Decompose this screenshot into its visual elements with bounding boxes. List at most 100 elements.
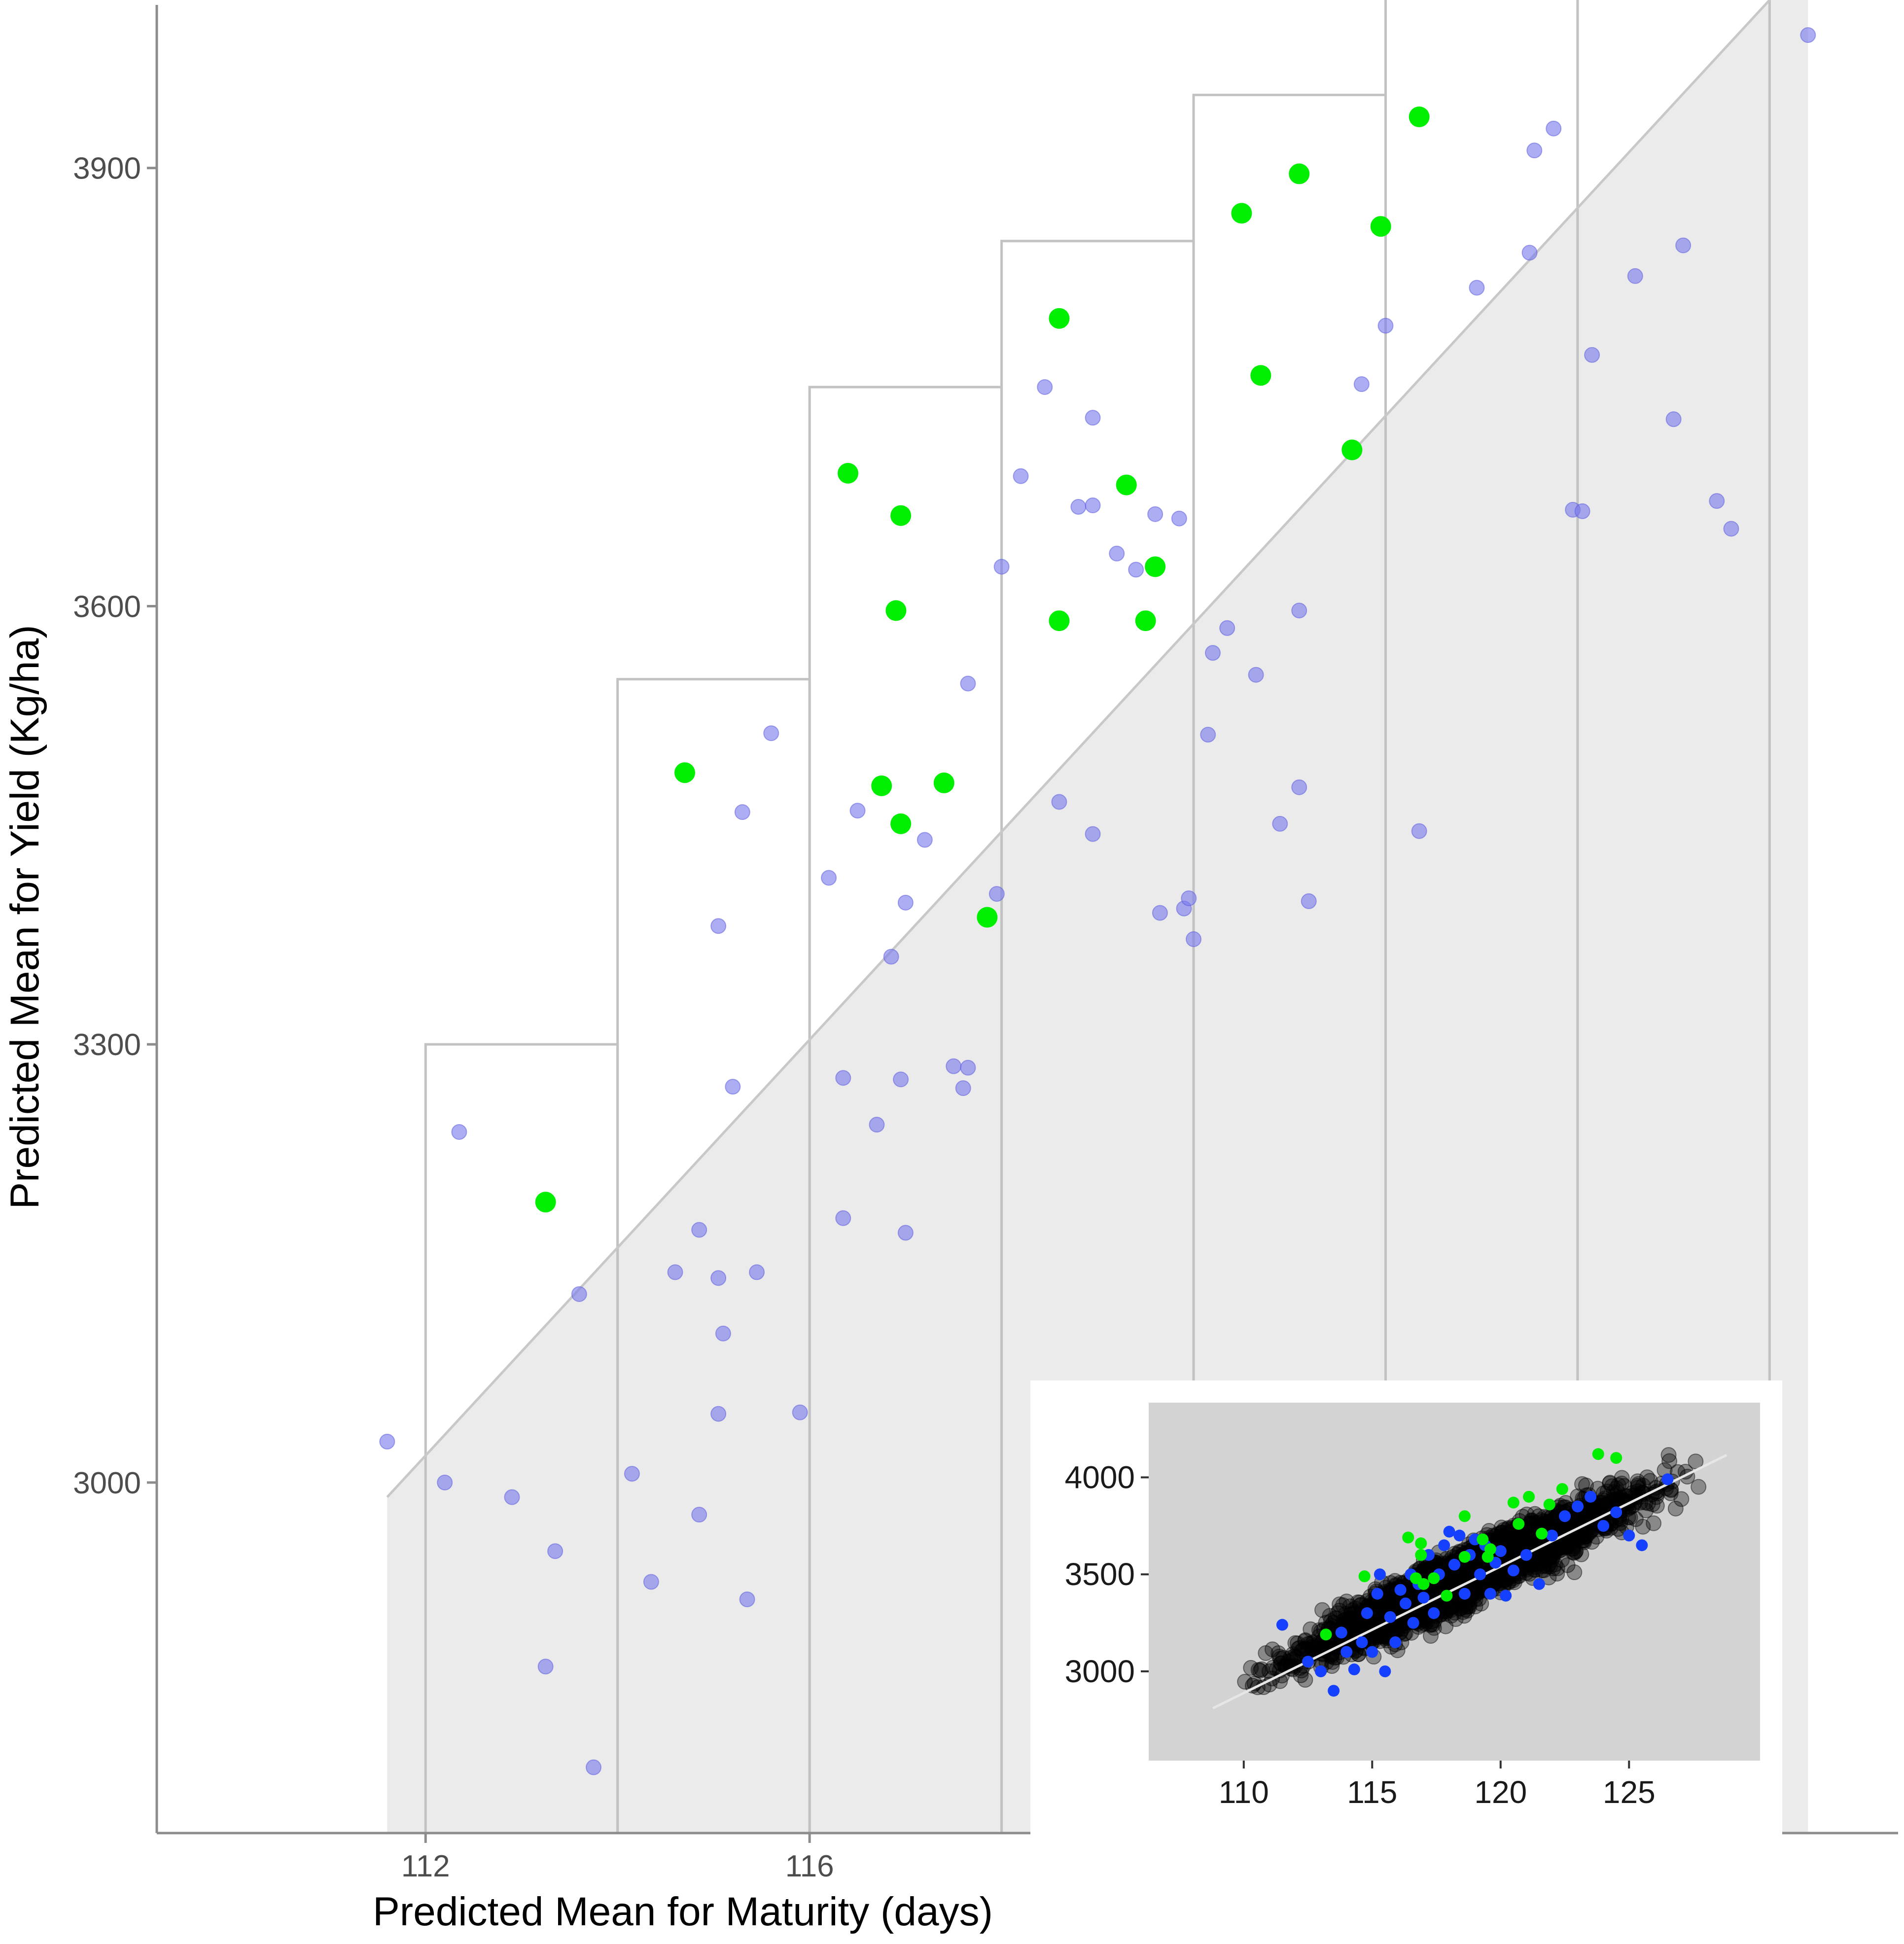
- cloud-point: [1467, 1598, 1483, 1615]
- cloud-point: [1642, 1473, 1658, 1489]
- cloud-point: [1325, 1615, 1341, 1631]
- cloud-point: [1545, 1549, 1561, 1565]
- cloud-point: [1519, 1524, 1536, 1540]
- inset-point-green: [1358, 1570, 1371, 1583]
- cloud-point: [1271, 1648, 1287, 1664]
- inset-point-green: [1556, 1483, 1568, 1495]
- cloud-point: [1275, 1650, 1292, 1666]
- inset-point-blue: [1356, 1636, 1368, 1648]
- cloud-point: [1452, 1600, 1469, 1617]
- inset-point-green: [1610, 1452, 1622, 1464]
- cloud-point: [1326, 1650, 1342, 1666]
- inset-point-green: [1417, 1578, 1430, 1590]
- cloud-point: [1287, 1635, 1304, 1651]
- cloud-point: [1493, 1524, 1510, 1541]
- inset-point-blue: [1366, 1646, 1378, 1658]
- point-blue: [624, 1466, 640, 1482]
- point-blue: [1291, 779, 1307, 795]
- cloud-point: [1349, 1618, 1366, 1634]
- point-blue: [849, 803, 866, 819]
- inset-point-blue: [1407, 1617, 1419, 1629]
- cloud-point: [1518, 1532, 1535, 1548]
- cloud-point: [1518, 1565, 1534, 1581]
- cloud-point: [1484, 1575, 1501, 1591]
- cloud-point: [1490, 1568, 1506, 1585]
- y-tick-label: 3300: [73, 1028, 141, 1062]
- cloud-point: [1346, 1616, 1363, 1632]
- cloud-point: [1450, 1569, 1467, 1586]
- inset-point-green: [1477, 1533, 1489, 1546]
- cloud-point: [1444, 1570, 1460, 1587]
- inset-x-tick-label: 125: [1603, 1774, 1656, 1810]
- cloud-point: [1495, 1529, 1511, 1546]
- cloud-point: [1662, 1485, 1679, 1501]
- cloud-point: [1565, 1545, 1581, 1561]
- cloud-point: [1376, 1595, 1393, 1611]
- point-blue: [379, 1434, 395, 1450]
- point-green: [871, 775, 892, 796]
- inset-point-blue: [1361, 1607, 1373, 1619]
- cloud-point: [1446, 1570, 1462, 1587]
- cloud-point: [1629, 1478, 1646, 1494]
- cloud-point: [1342, 1598, 1358, 1615]
- cloud-point: [1522, 1534, 1539, 1550]
- regression-line-segment: [386, 0, 1771, 1498]
- cloud-point: [1635, 1519, 1651, 1535]
- point-blue: [946, 1058, 962, 1074]
- cloud-point: [1545, 1560, 1561, 1577]
- point-green: [1049, 610, 1070, 632]
- point-blue: [1574, 503, 1590, 519]
- cloud-point: [1390, 1621, 1406, 1637]
- cloud-point: [1297, 1640, 1313, 1657]
- inset-chart: 110 115 120 125 3000 3500 4000: [1030, 1380, 1782, 1942]
- x-tick-label: 116: [785, 1849, 834, 1883]
- point-green: [885, 600, 907, 621]
- cloud-point: [1565, 1541, 1582, 1557]
- cloud-point: [1576, 1529, 1592, 1545]
- cloud-point: [1667, 1500, 1684, 1517]
- cloud-point: [1452, 1568, 1469, 1585]
- cloud-point: [1559, 1539, 1576, 1555]
- cloud-point: [1341, 1611, 1358, 1627]
- point-blue: [710, 1270, 727, 1286]
- cloud-point: [1566, 1564, 1583, 1581]
- cloud-point: [1510, 1532, 1526, 1548]
- cloud-point: [1533, 1512, 1549, 1528]
- cloud-point: [1542, 1558, 1558, 1575]
- cloud-point: [1456, 1565, 1473, 1581]
- point-blue: [1085, 826, 1101, 842]
- point-blue: [571, 1286, 587, 1302]
- cloud-point: [1595, 1485, 1612, 1501]
- cloud-point: [1538, 1549, 1554, 1565]
- point-green: [1231, 203, 1252, 224]
- cloud-point: [1521, 1533, 1537, 1550]
- inset-point-blue: [1335, 1626, 1347, 1639]
- cloud-point: [1629, 1473, 1646, 1489]
- point-blue: [1013, 468, 1029, 484]
- cloud-point: [1372, 1633, 1388, 1649]
- inset-point-blue: [1559, 1510, 1571, 1522]
- cloud-point: [1423, 1628, 1439, 1644]
- cloud-point: [1445, 1598, 1461, 1615]
- cloud-point: [1382, 1595, 1399, 1612]
- cloud-point: [1560, 1537, 1576, 1554]
- cloud-point: [1454, 1565, 1470, 1582]
- inset-point-blue: [1374, 1568, 1386, 1581]
- cloud-point: [1545, 1546, 1561, 1562]
- point-blue: [960, 1060, 976, 1076]
- point-blue: [725, 1079, 741, 1095]
- point-blue: [451, 1124, 467, 1140]
- cloud-point: [1379, 1595, 1395, 1612]
- cloud-point: [1342, 1606, 1359, 1623]
- inset-point-blue: [1443, 1525, 1455, 1538]
- cloud-point: [1630, 1476, 1647, 1492]
- cloud-point: [1471, 1591, 1487, 1607]
- cloud-point: [1523, 1520, 1540, 1537]
- cloud-point: [1368, 1629, 1384, 1646]
- cloud-point: [1422, 1617, 1438, 1633]
- point-blue: [1546, 120, 1562, 137]
- point-blue: [537, 1659, 554, 1675]
- point-blue: [835, 1210, 851, 1226]
- cloud-point: [1273, 1655, 1289, 1671]
- cloud-point: [1500, 1526, 1516, 1543]
